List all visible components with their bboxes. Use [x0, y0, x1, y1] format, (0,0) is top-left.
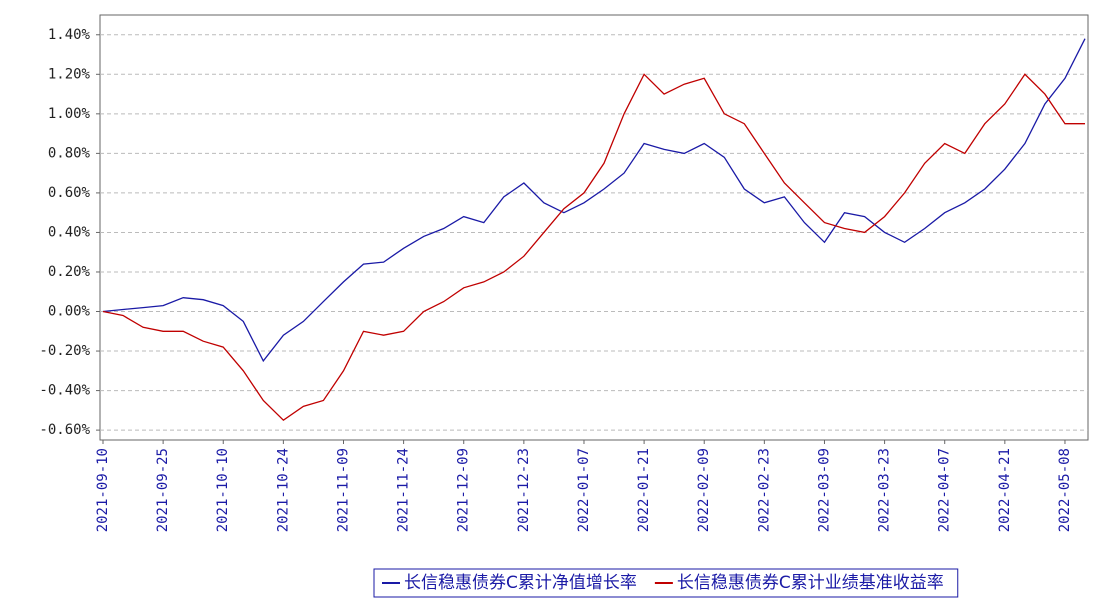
x-tick-label: 2021-12-09 [456, 448, 472, 532]
x-tick-label: 2022-01-21 [636, 448, 652, 532]
x-tick-label: 2021-09-25 [155, 448, 171, 532]
x-tick-label: 2022-04-07 [937, 448, 953, 532]
y-tick-label: 0.20% [48, 264, 91, 280]
legend-label: 长信稳惠债券C累计净值增长率 [404, 573, 637, 593]
y-tick-label: 1.40% [48, 27, 91, 43]
x-tick-label: 2022-04-21 [997, 448, 1013, 532]
y-tick-label: 0.80% [48, 145, 91, 161]
x-tick-label: 2022-01-07 [576, 448, 592, 532]
y-tick-label: 0.00% [48, 304, 91, 320]
y-tick-label: -0.40% [39, 383, 90, 399]
x-tick-label: 2022-02-09 [696, 448, 712, 532]
x-tick-label: 2021-11-24 [396, 448, 412, 532]
y-tick-label: 1.20% [48, 66, 91, 82]
y-tick-label: 0.60% [48, 185, 91, 201]
x-tick-label: 2022-05-08 [1057, 448, 1073, 532]
x-tick-label: 2022-02-23 [756, 448, 772, 532]
x-tick-label: 2021-11-09 [335, 448, 351, 532]
plot-area [100, 15, 1088, 440]
x-tick-label: 2021-10-10 [215, 448, 231, 532]
legend-label: 长信稳惠债券C累计业绩基准收益率 [677, 573, 944, 593]
y-tick-label: -0.20% [39, 343, 90, 359]
y-tick-label: 1.00% [48, 106, 91, 122]
x-tick-label: 2021-09-10 [95, 448, 111, 532]
y-tick-label: 0.40% [48, 224, 91, 240]
chart: -0.60% -0.40% -0.20% 0.00% 0.20% 0.40% 0.60% 0.… [0, 0, 1093, 599]
y-tick-label: -0.60% [39, 422, 90, 438]
x-tick-label: 2021-12-23 [516, 448, 532, 532]
x-tick-label: 2022-03-23 [877, 448, 893, 532]
legend: 长信稳惠债券C累计净值增长率 长信稳惠债券C累计业绩基准收益率 [374, 569, 958, 597]
x-tick-label: 2022-03-09 [816, 448, 832, 532]
x-tick-label: 2021-10-24 [275, 448, 291, 532]
